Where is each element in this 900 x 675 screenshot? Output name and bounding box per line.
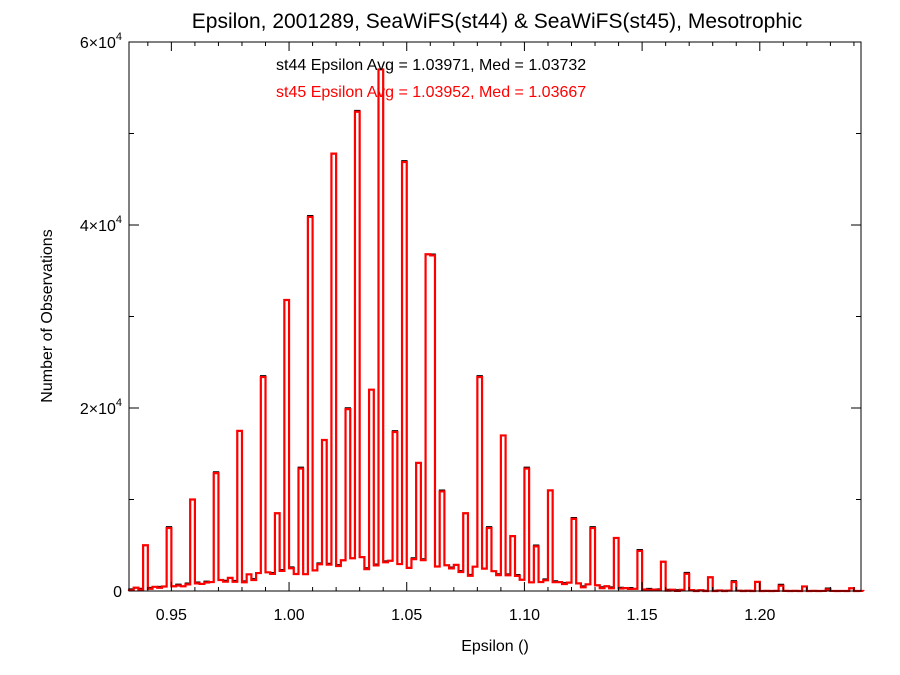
plot-area [127,41,865,593]
y-tick-label: 6×104 [80,31,122,52]
y-axis-label: Number of Observations [39,229,56,402]
y-tick-label: 2×104 [80,397,122,418]
x-tick-label: 1.00 [273,607,304,624]
plot-frame [128,41,862,592]
y-tick-labels: 0 2×104 4×104 6×104 [80,31,122,601]
x-tick-label: 0.95 [156,607,187,624]
y-tick-label: 4×104 [80,214,122,235]
histogram-series [127,68,865,593]
x-tick-label: 1.05 [391,607,422,624]
y-tick-label: 0 [113,584,122,601]
histogram-line-st44 [128,68,865,592]
st45-stats-annotation: st45 Epsilon Avg = 1.03952, Med = 1.0366… [276,84,586,101]
x-tick-label: 1.15 [627,607,658,624]
histogram-line-st45 [127,68,865,593]
st44-stats-annotation: st44 Epsilon Avg = 1.03971, Med = 1.0373… [276,57,586,74]
x-tick-label: 1.20 [744,607,775,624]
x-tick-labels: 0.95 1.00 1.05 1.10 1.15 1.20 [156,607,776,624]
chart-title: Epsilon, 2001289, SeaWiFS(st44) & SeaWiF… [192,10,802,33]
x-tick-label: 1.10 [509,607,540,624]
x-axis-label: Epsilon () [461,638,529,655]
axis-ticks [129,41,861,592]
